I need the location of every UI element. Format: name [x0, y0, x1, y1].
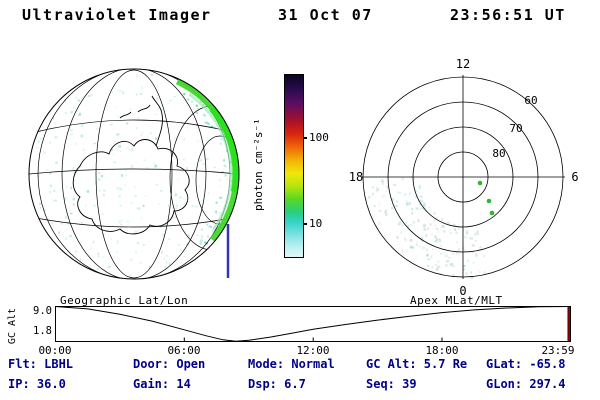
colorbar-tick-10: 10 [309, 217, 323, 230]
strip-frame [55, 306, 571, 342]
strip-xtick-1200: 12:00 [296, 344, 330, 357]
colorbar-label: photon cm⁻²s⁻¹ [252, 118, 265, 212]
mlat-ring-label-80: 80 [492, 147, 505, 160]
right-panel-caption: Apex MLat/MLT [410, 294, 503, 307]
colorbar [284, 74, 304, 258]
strip-ytick-1-8: 1.8 [33, 325, 52, 337]
mlt-label-18: 18 [349, 170, 363, 184]
status-dsp: Dsp: 6.7 [248, 377, 306, 391]
polar-emission-speckles [365, 177, 486, 280]
strip-xtick-0600: 06:00 [167, 344, 201, 357]
page-title: Ultraviolet Imager [22, 6, 212, 24]
mlt-label-12: 12 [456, 57, 470, 71]
mlt-label-6: 6 [571, 170, 578, 184]
header-date: 31 Oct 07 [278, 6, 373, 24]
strip-xtick-1800: 18:00 [425, 344, 459, 357]
polar-labels: 12 18 6 0 60 70 80 [349, 57, 579, 298]
status-glon: GLon: 297.4 [486, 377, 566, 391]
strip-ytick-9: 9.0 [33, 305, 52, 317]
colorbar-tick-100: 100 [309, 131, 329, 144]
mlat-ring-label-60: 60 [524, 94, 537, 107]
strip-xtick-0000: 00:00 [38, 344, 72, 357]
earth-limb [28, 68, 240, 280]
status-ip: IP: 36.0 [8, 377, 66, 391]
mlt-label-0: 0 [459, 284, 466, 298]
status-flt: Flt: LBHL [8, 357, 74, 371]
status-gain: Gain: 14 [133, 377, 191, 391]
strip-xtick-2359: 23:59 [541, 344, 575, 357]
colorbar-tick-100-mark [303, 137, 307, 139]
mlat-ring-label-70: 70 [509, 122, 522, 135]
aurora-points [477, 180, 495, 216]
airglow-speckles [36, 73, 237, 277]
status-mode: Mode: Normal [248, 357, 335, 371]
colorbar-tick-10-mark [303, 223, 307, 225]
geographic-panel [28, 68, 240, 280]
globe-graticule [29, 69, 239, 279]
header-time: 23:56:51 UT [450, 6, 566, 24]
antarctica-outline [72, 95, 190, 235]
status-gcalt: GC Alt: 5.7 Re [366, 357, 468, 371]
left-panel-caption: Geographic Lat/Lon [60, 294, 189, 307]
status-door: Door: Open [133, 357, 206, 371]
dayglow-limb-arc [175, 79, 240, 242]
gc-altitude-strip-chart [55, 306, 571, 342]
status-glat: GLat: -65.8 [486, 357, 566, 371]
apex-polar-panel: 12 18 6 0 60 70 80 [349, 57, 579, 298]
polar-grid [361, 75, 565, 279]
status-seq: Seq: 39 [366, 377, 417, 391]
